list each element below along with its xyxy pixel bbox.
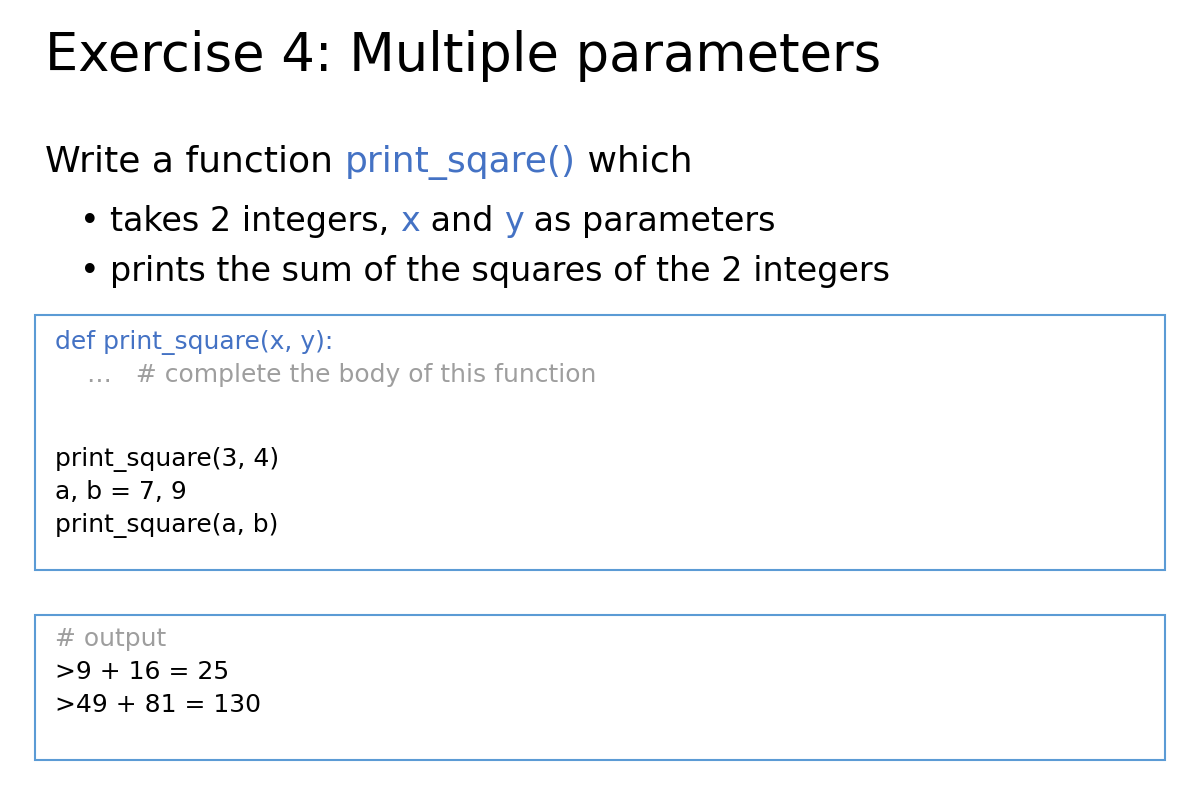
Text: and: and xyxy=(420,205,504,238)
Text: Write a function: Write a function xyxy=(46,145,344,179)
Text: …   # complete the body of this function: … # complete the body of this function xyxy=(55,363,596,387)
Bar xyxy=(35,615,1165,760)
Text: takes 2 integers,: takes 2 integers, xyxy=(110,205,400,238)
Text: >49 + 81 = 130: >49 + 81 = 130 xyxy=(55,693,262,717)
Text: y: y xyxy=(504,205,523,238)
Text: a, b = 7, 9: a, b = 7, 9 xyxy=(55,480,187,504)
Text: # output: # output xyxy=(55,627,167,651)
Text: print_square(a, b): print_square(a, b) xyxy=(55,513,278,538)
Text: Exercise 4: Multiple parameters: Exercise 4: Multiple parameters xyxy=(46,30,881,82)
Text: prints the sum of the squares of the 2 integers: prints the sum of the squares of the 2 i… xyxy=(110,255,890,288)
Text: >9 + 16 = 25: >9 + 16 = 25 xyxy=(55,660,229,684)
Text: print_sqare(): print_sqare() xyxy=(344,145,576,180)
Text: •: • xyxy=(80,205,100,238)
Text: def print_square(x, y):: def print_square(x, y): xyxy=(55,330,334,355)
Text: as parameters: as parameters xyxy=(523,205,776,238)
Text: print_square(3, 4): print_square(3, 4) xyxy=(55,447,280,472)
Bar xyxy=(35,315,1165,570)
Text: which: which xyxy=(576,145,692,179)
Text: •: • xyxy=(80,255,100,288)
Text: x: x xyxy=(400,205,420,238)
